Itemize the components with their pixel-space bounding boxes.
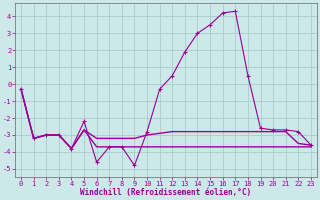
X-axis label: Windchill (Refroidissement éolien,°C): Windchill (Refroidissement éolien,°C) — [80, 188, 252, 197]
